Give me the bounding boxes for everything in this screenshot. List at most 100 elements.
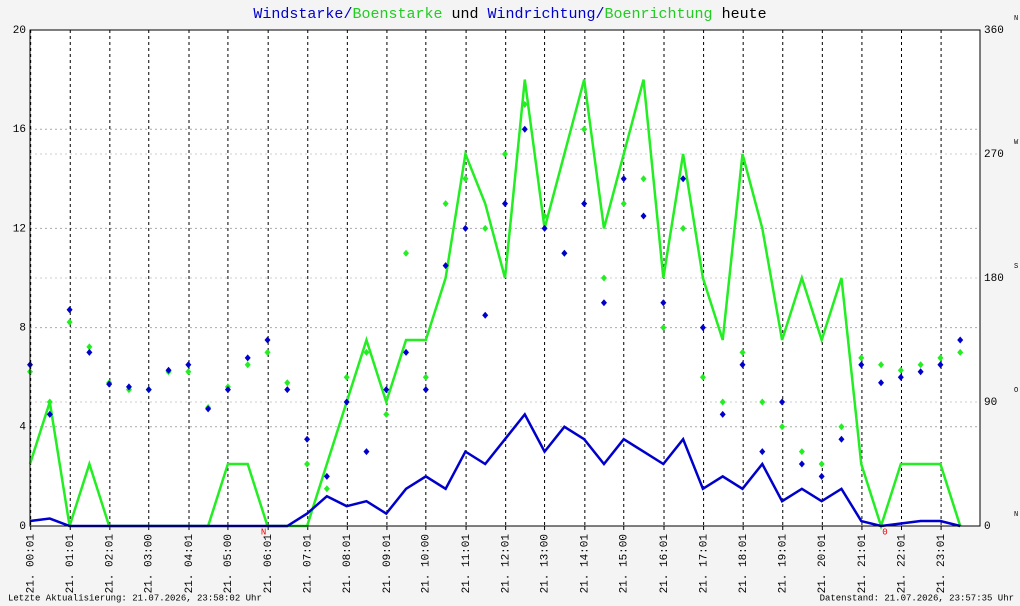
y-tick-label: 8	[19, 323, 26, 335]
direction-point	[403, 348, 410, 356]
x-tick-label: 21. 15:00	[619, 534, 631, 593]
direction-point	[264, 348, 271, 356]
direction-point	[521, 125, 528, 133]
x-tick-label: 21. 13:00	[539, 534, 551, 593]
direction-point	[284, 386, 291, 394]
direction-point	[343, 398, 350, 406]
direction-point	[442, 262, 449, 270]
title-part: und	[442, 6, 487, 23]
direction-point	[561, 249, 568, 257]
x-tick-label: 21. 05:00	[223, 534, 235, 593]
direction-point	[798, 460, 805, 468]
x-tick-label: 21. 18:01	[738, 534, 750, 594]
direction-point	[937, 354, 944, 362]
direction-point	[442, 200, 449, 208]
direction-point	[937, 361, 944, 369]
direction-point	[620, 175, 627, 183]
y-tick-label: 4	[19, 422, 26, 434]
direction-point	[482, 311, 489, 319]
direction-point	[363, 348, 370, 356]
title-part: /	[596, 6, 605, 23]
direction-point	[699, 324, 706, 332]
direction-point	[541, 212, 548, 220]
direction-point	[502, 150, 508, 158]
direction-point	[957, 348, 964, 356]
direction-point	[422, 386, 429, 394]
direction-point	[422, 373, 429, 381]
y2-compass-label: S	[1014, 263, 1018, 271]
direction-point	[304, 460, 311, 468]
title-part: Boenrichtung	[605, 6, 713, 23]
y2-tick-label: 270	[984, 149, 1004, 161]
direction-point	[106, 380, 113, 388]
x-tick-label: 21. 20:01	[817, 534, 829, 594]
direction-point	[660, 324, 667, 332]
x-tick-label: 21. 02:01	[105, 534, 117, 594]
footer-left: Letzte Aktualisierung: 21.07.2026, 23:58…	[8, 593, 262, 603]
y2-tick-label: 90	[984, 397, 997, 409]
title-part: Boenstarke	[352, 6, 442, 23]
y2-compass-label: O	[1014, 387, 1018, 395]
plot-frame	[29, 29, 981, 527]
x-tick-label: 21. 09:01	[382, 534, 394, 594]
x-tick-label: 21. 00:01	[26, 534, 38, 594]
direction-point	[680, 175, 687, 183]
direction-point	[383, 410, 390, 418]
direction-point	[838, 435, 845, 443]
direction-point	[363, 448, 370, 456]
y2-compass-label: N	[1014, 15, 1018, 23]
direction-point	[86, 343, 93, 351]
direction-point	[878, 379, 885, 387]
direction-point	[660, 299, 667, 307]
direction-point	[640, 175, 647, 183]
direction-point	[541, 224, 548, 232]
title-part: heute	[713, 6, 767, 23]
direction-point	[521, 100, 528, 108]
direction-point	[86, 348, 93, 356]
direction-point	[304, 435, 311, 443]
direction-point	[264, 336, 271, 344]
annotation: N	[261, 527, 266, 537]
direction-point	[897, 366, 904, 374]
direction-point	[165, 366, 172, 374]
x-tick-label: 21. 21:01	[857, 534, 869, 594]
direction-point	[403, 249, 410, 257]
direction-point	[897, 373, 904, 381]
direction-point	[224, 386, 231, 394]
x-tick-label: 21. 23:01	[936, 534, 948, 594]
x-tick-label: 21. 10:00	[421, 534, 433, 593]
direction-point	[759, 448, 766, 456]
direction-point	[858, 354, 865, 362]
direction-point	[66, 318, 73, 326]
x-tick-label: 21. 07:01	[303, 534, 315, 594]
direction-point	[581, 200, 588, 208]
direction-point	[66, 306, 73, 314]
direction-point	[343, 373, 350, 381]
x-tick-label: 21. 16:01	[659, 534, 671, 594]
y2-compass-label: W	[1014, 139, 1019, 147]
y-tick-label: 16	[13, 124, 26, 136]
x-tick-label: 21. 14:01	[580, 534, 592, 594]
direction-point	[620, 200, 627, 208]
x-tick-label: 21. 08:01	[342, 534, 354, 594]
direction-point	[917, 361, 924, 369]
x-tick-label: 21. 22:01	[896, 534, 908, 594]
direction-point	[818, 460, 825, 468]
direction-point	[957, 336, 964, 344]
direction-point	[640, 212, 647, 220]
direction-point	[323, 472, 330, 480]
x-tick-label: 21. 04:01	[184, 534, 196, 594]
direction-point	[600, 299, 607, 307]
direction-point	[739, 348, 746, 356]
direction-point	[858, 361, 865, 369]
title-part: /	[343, 6, 352, 23]
direction-point	[798, 448, 805, 456]
direction-point	[739, 361, 746, 369]
y-tick-label: 20	[13, 25, 26, 37]
direction-point	[383, 386, 390, 394]
chart-title: Windstarke/Boenstarke und Windrichtung/B…	[253, 6, 766, 23]
x-tick-label: 21. 06:01	[263, 534, 275, 594]
annotation: 0	[882, 527, 887, 537]
x-tick-label: 21. 12:01	[501, 534, 513, 594]
y2-compass-label: N	[1014, 511, 1018, 519]
